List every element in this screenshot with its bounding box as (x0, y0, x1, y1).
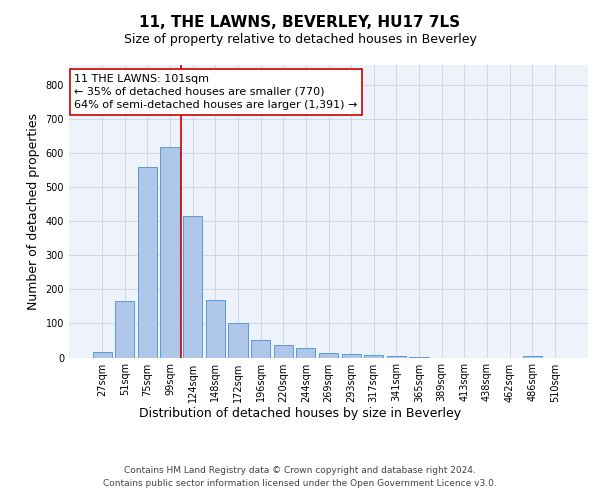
Bar (229, 323, 248, 358)
Bar (387, 356, 406, 358)
Text: 11 THE LAWNS: 101sqm
← 35% of detached houses are smaller (770)
64% of semi-deta: 11 THE LAWNS: 101sqm ← 35% of detached h… (74, 74, 358, 110)
Bar (138, 167, 157, 358)
Bar (206, 300, 225, 358)
Y-axis label: Number of detached properties: Number of detached properties (27, 113, 40, 310)
Bar (115, 302, 134, 358)
Bar (364, 356, 383, 358)
Bar (183, 216, 202, 358)
Text: 11, THE LAWNS, BEVERLEY, HU17 7LS: 11, THE LAWNS, BEVERLEY, HU17 7LS (139, 15, 461, 30)
Bar (341, 354, 361, 358)
Bar (296, 348, 316, 358)
Bar (319, 354, 338, 358)
Text: Contains HM Land Registry data © Crown copyright and database right 2024.
Contai: Contains HM Land Registry data © Crown c… (103, 466, 497, 487)
Bar (92, 352, 112, 358)
Bar (523, 356, 542, 358)
Bar (251, 340, 270, 357)
Bar (160, 146, 180, 358)
Text: Size of property relative to detached houses in Beverley: Size of property relative to detached ho… (124, 32, 476, 46)
Text: Distribution of detached houses by size in Beverley: Distribution of detached houses by size … (139, 408, 461, 420)
Bar (274, 344, 293, 358)
